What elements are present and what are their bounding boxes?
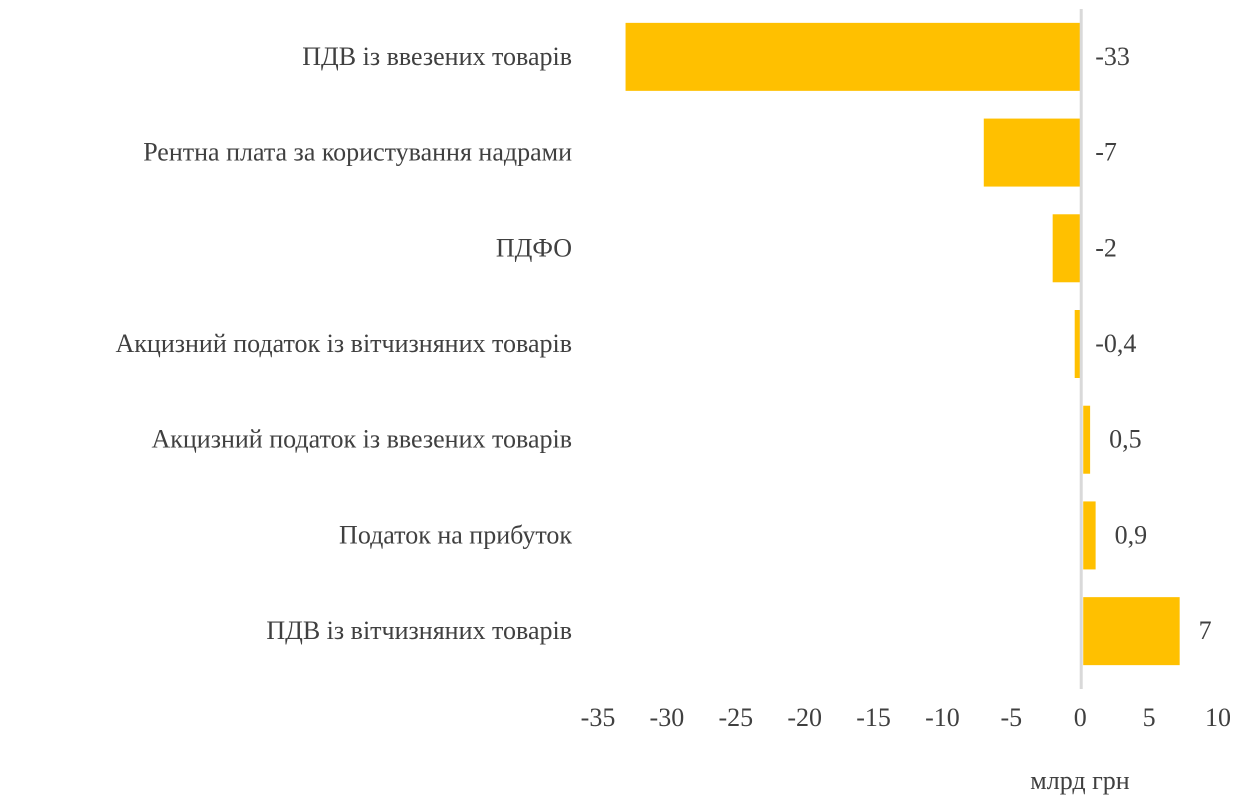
value-label: -2 bbox=[1095, 233, 1117, 262]
y-tick-label: Податок на прибуток bbox=[339, 520, 572, 549]
value-label: -7 bbox=[1095, 138, 1117, 167]
x-tick-label: -10 bbox=[925, 703, 960, 732]
bar bbox=[1083, 501, 1096, 570]
y-tick-label: Акцизний податок із ввезених товарів bbox=[151, 425, 572, 454]
x-tick-label: -30 bbox=[650, 703, 685, 732]
y-tick-label: ПДФО bbox=[496, 233, 572, 262]
value-label: 7 bbox=[1199, 616, 1212, 645]
x-tick-label: -5 bbox=[1000, 703, 1022, 732]
x-tick-label: 0 bbox=[1074, 703, 1087, 732]
y-tick-label: Рентна плата за користування надрами bbox=[143, 138, 572, 167]
bar bbox=[625, 22, 1081, 91]
bar bbox=[983, 118, 1081, 187]
bar bbox=[1083, 405, 1091, 474]
x-axis-label: млрд грн bbox=[1030, 766, 1129, 795]
value-label: -0,4 bbox=[1095, 329, 1136, 358]
value-label: 0,9 bbox=[1115, 520, 1148, 549]
y-tick-label: ПДВ із ввезених товарів bbox=[302, 42, 572, 71]
bar bbox=[1074, 310, 1081, 378]
value-label: -33 bbox=[1095, 42, 1130, 71]
x-tick-label: 5 bbox=[1143, 703, 1156, 732]
x-tick-label: 10 bbox=[1205, 703, 1231, 732]
y-tick-label: Акцизний податок із вітчизняних товарів bbox=[116, 329, 572, 358]
x-tick-label: -35 bbox=[581, 703, 616, 732]
y-tick-label: ПДВ із вітчизняних товарів bbox=[266, 616, 572, 645]
bar bbox=[1083, 597, 1180, 666]
bar bbox=[1052, 214, 1081, 283]
x-tick-label: -15 bbox=[856, 703, 891, 732]
value-label: 0,5 bbox=[1109, 425, 1142, 454]
x-tick-label: -25 bbox=[718, 703, 753, 732]
x-tick-label: -20 bbox=[787, 703, 822, 732]
